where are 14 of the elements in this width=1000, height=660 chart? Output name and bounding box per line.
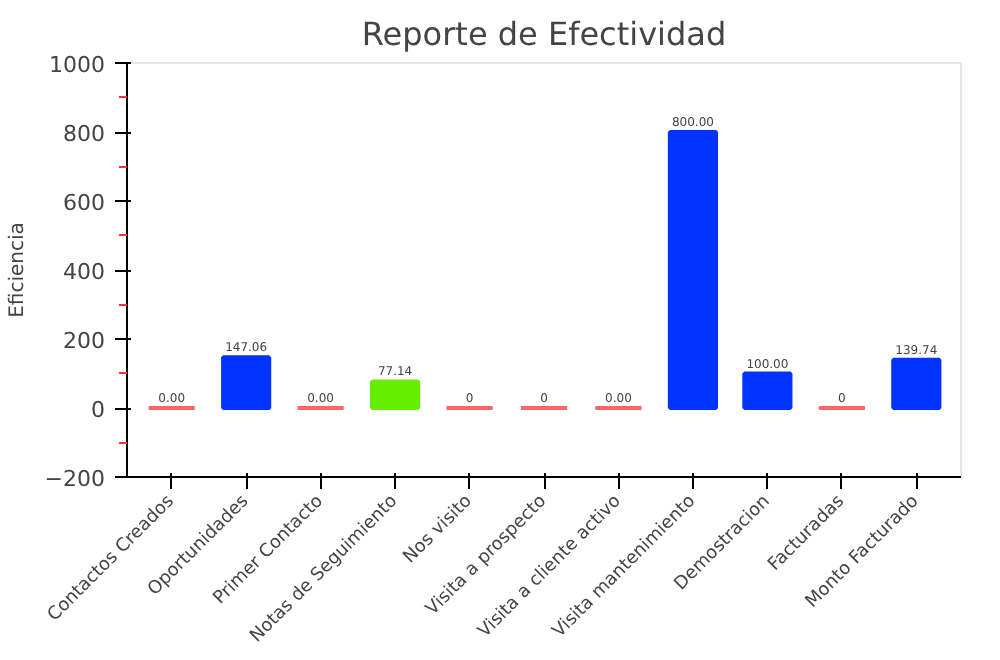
y-tick-label: 0	[91, 397, 105, 423]
y-tick-label: 1000	[49, 52, 106, 78]
bar	[742, 371, 793, 410]
y-tick-label: 600	[63, 190, 106, 216]
bar	[221, 355, 272, 410]
y-tick-label: 200	[63, 328, 106, 354]
y-tick-label: −200	[44, 466, 106, 492]
bar	[891, 357, 942, 410]
y-tick-label: 400	[63, 259, 106, 285]
y-axis-title: Eficiencia	[6, 222, 29, 318]
chart-title: Reporte de Efectividad	[361, 15, 727, 53]
bar	[369, 379, 421, 410]
y-tick-label: 800	[63, 121, 106, 147]
bar	[667, 130, 719, 410]
